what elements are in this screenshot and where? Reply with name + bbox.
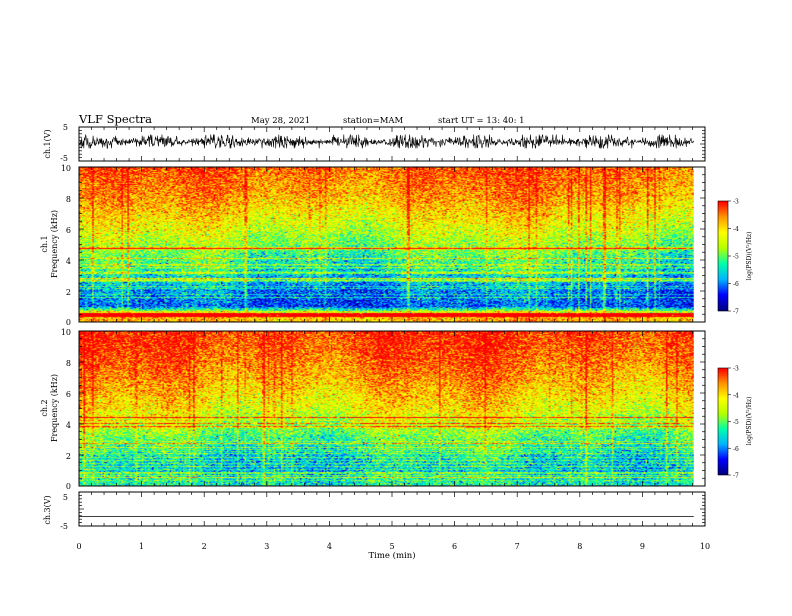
time-axis-labels: 0 1 2 3 4 5 6 7 8 9 10: [76, 542, 710, 551]
colorbar-tick-label: -3: [733, 199, 739, 206]
time-tick-label: 7: [515, 542, 520, 551]
time-tick-label: 8: [577, 542, 582, 551]
ch1-colorbar-label: log(PSD)(V²/Hz): [746, 232, 753, 281]
ch3-wave-ylabel: ch.3(V): [43, 495, 52, 524]
ch1-ytick-10: 10: [61, 164, 71, 173]
ch1-channel-label: ch.1: [40, 235, 49, 252]
ch2-colorbar: -3 -4 -5 -6 -7 log(PSD)(V²/Hz): [717, 366, 753, 480]
ch1-ytick-2: 2: [66, 288, 71, 297]
start-time-label: start UT = 13: 40: 1: [438, 116, 525, 126]
ch1-spectrogram-heatmap: [79, 167, 694, 322]
ch1-waveform-trace: [78, 133, 694, 149]
ch2-channel-label: ch.2: [40, 399, 49, 416]
colorbar-tick-label: -7: [733, 473, 739, 480]
ch2-ytick-6: 6: [66, 390, 71, 399]
time-tick-label: 1: [139, 542, 144, 551]
ch1-colorbar-ticks: -3 -4 -5 -6 -7: [728, 199, 739, 316]
ch3-waveform-panel: 5 -5 ch.3(V): [43, 491, 706, 531]
colorbar-tick-label: -6: [733, 281, 739, 288]
ch2-ytick-0: 0: [66, 482, 71, 491]
time-tick-label: 4: [327, 542, 332, 551]
time-axis-title: Time (min): [368, 550, 415, 561]
ch2-colorbar-ticks: -3 -4 -5 -6 -7: [728, 366, 739, 480]
time-tick-label: 6: [452, 542, 457, 551]
ch1-ytick-0: 0: [66, 318, 71, 327]
ch2-ytick-10: 10: [61, 328, 71, 337]
colorbar-tick-label: -4: [733, 226, 739, 233]
time-tick-label: 10: [700, 542, 710, 551]
ch1-ytick-8: 8: [66, 195, 71, 204]
ch3-wave-ytick-top: 5: [63, 493, 68, 502]
ch1-freq-ylabel: Frequency (kHz): [50, 210, 59, 278]
ch2-spectrogram-ticks: [78, 330, 706, 487]
ch3-wave-ticks: [78, 491, 706, 527]
ch2-spectrogram-heatmap: [79, 331, 694, 486]
ch2-ytick-8: 8: [66, 359, 71, 368]
ch2-spectrogram-panel: 10 8 6 4 2 0 ch.2 Frequency (kHz): [40, 328, 706, 491]
ch2-freq-ylabel: Frequency (kHz): [50, 374, 59, 442]
date-label: May 28, 2021: [251, 116, 310, 126]
colorbar-tick-label: -5: [733, 254, 739, 261]
ch1-wave-ytick-bottom: -5: [60, 154, 68, 163]
ch1-ytick-6: 6: [66, 226, 71, 235]
ch1-wave-ytick-top: 5: [63, 123, 68, 132]
time-tick-label: 0: [76, 542, 81, 551]
time-tick-label: 9: [640, 542, 645, 551]
ch2-colorbar-label: log(PSD)(V²/Hz): [746, 397, 753, 446]
station-label: station=MAM: [343, 116, 404, 126]
figure-title: VLF Spectra: [78, 112, 152, 126]
ch3-waveform-frame: [78, 491, 706, 527]
ch1-spectrogram-panel: 10 6 8 4 2 0 ch.1 Frequency (kHz): [40, 164, 706, 327]
colorbar-tick-label: -6: [733, 446, 739, 453]
ch2-ytick-2: 2: [66, 452, 71, 461]
ch1-waveform-panel: 5 -5 ch.1(V): [43, 123, 706, 163]
colorbar-tick-label: -5: [733, 419, 739, 426]
time-tick-label: 2: [202, 542, 207, 551]
colorbar-tick-label: -4: [733, 392, 739, 399]
time-tick-label: 3: [264, 542, 269, 551]
ch1-wave-xticks: [78, 126, 706, 162]
ch1-colorbar: -3 -4 -5 -6 -7 log(PSD)(V²/Hz): [717, 199, 753, 316]
ch2-colorbar-gradient: [718, 368, 728, 475]
ch1-wave-ylabel: ch.1(V): [43, 129, 52, 158]
ch3-wave-ytick-bottom: -5: [60, 522, 68, 531]
ch1-colorbar-gradient: [718, 201, 728, 311]
ch1-ytick-4: 4: [66, 257, 71, 266]
ch1-spectrogram-ticks: [78, 166, 706, 323]
colorbar-tick-label: -3: [733, 366, 739, 373]
time-tick-label: 5: [389, 542, 394, 551]
colorbar-tick-label: -7: [733, 309, 739, 316]
ch2-ytick-4: 4: [66, 421, 71, 430]
